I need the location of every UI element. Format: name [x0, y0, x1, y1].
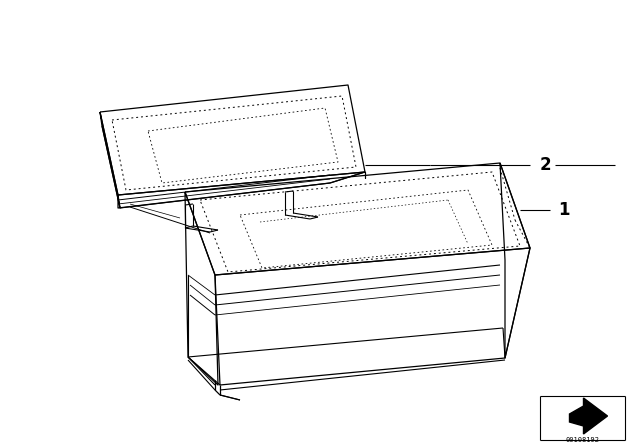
Text: 1: 1: [558, 201, 570, 219]
Text: 2: 2: [540, 156, 552, 174]
Polygon shape: [570, 398, 607, 434]
Text: 00108192: 00108192: [566, 437, 600, 443]
